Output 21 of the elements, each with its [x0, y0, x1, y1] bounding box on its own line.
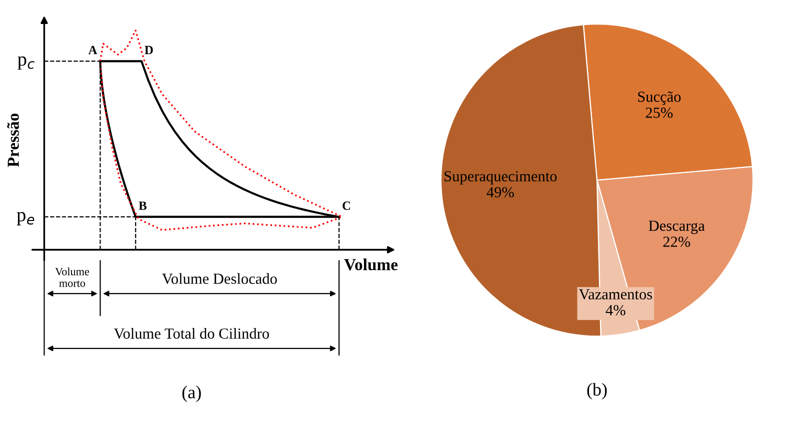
data-label: 25%: [646, 108, 673, 118]
text: A: [88, 46, 98, 54]
text: (a): [182, 386, 201, 402]
text: Pressão: [7, 114, 19, 167]
slice-label: Sucção: [638, 91, 681, 105]
data-label: 4%: [606, 305, 626, 316]
text: C: [342, 202, 350, 210]
text: B: [138, 202, 147, 210]
text: (b): [587, 382, 607, 400]
text: Volume: [344, 258, 398, 270]
data-label: 22%: [663, 236, 690, 247]
text: p$_{c}$: [18, 56, 34, 70]
text: Volume Total do Cilindro: [114, 328, 269, 339]
text: Volume morto: [55, 268, 90, 287]
slice-label: Vazamentos: [578, 289, 652, 300]
slice-label: Descarga: [648, 220, 705, 234]
text: p$_{e}$: [16, 212, 34, 226]
text: D: [144, 46, 153, 54]
slice-label: Superaquecimento: [444, 171, 557, 184]
text: Volume Deslocado: [162, 273, 277, 284]
data-label: 49%: [486, 187, 514, 198]
